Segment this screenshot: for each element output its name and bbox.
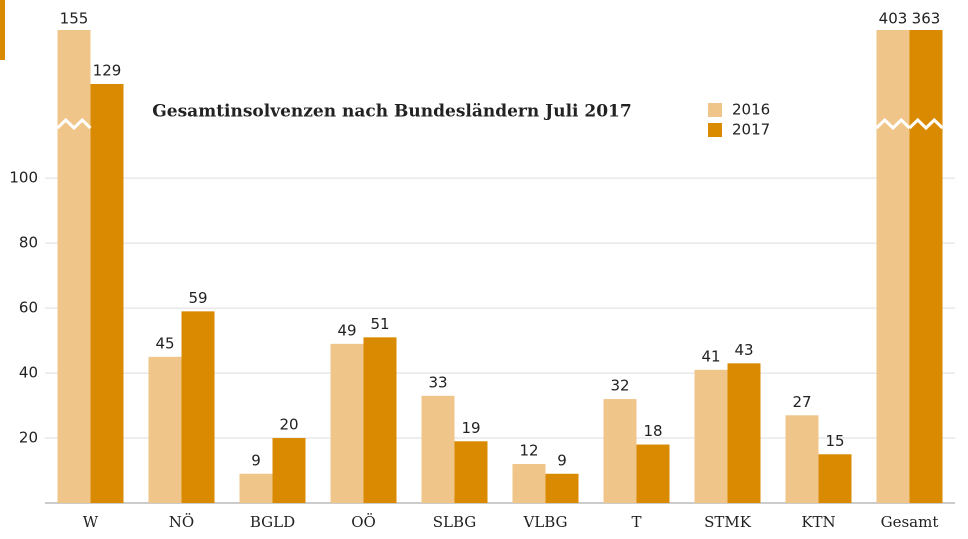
x-tick-label: OÖ <box>351 513 376 531</box>
bar <box>785 415 819 503</box>
value-label: 15 <box>825 432 844 450</box>
x-tick-label: SLBG <box>433 513 477 531</box>
bar <box>818 454 852 503</box>
value-label: 155 <box>60 10 89 28</box>
value-label: 33 <box>428 373 447 391</box>
bar <box>57 30 91 503</box>
y-tick-label: 60 <box>19 299 38 317</box>
chart-title: Gesamtinsolvenzen nach Bundesländern Jul… <box>152 102 631 122</box>
bar <box>545 473 579 503</box>
y-tick-label: 20 <box>19 429 38 447</box>
x-tick-label: KTN <box>801 513 835 531</box>
bar <box>421 395 455 503</box>
value-label: 49 <box>337 321 356 339</box>
value-label: 41 <box>701 347 720 365</box>
bar <box>727 363 761 503</box>
value-label: 9 <box>557 451 567 469</box>
bar <box>454 441 488 503</box>
value-label: 363 <box>912 10 941 28</box>
x-tick-label: BGLD <box>250 513 295 531</box>
x-tick-label: Gesamt <box>881 513 939 531</box>
value-label: 403 <box>879 10 908 28</box>
y-tick-label: 80 <box>19 234 38 252</box>
bar <box>181 311 215 503</box>
x-tick-label: STMK <box>704 513 752 531</box>
bar <box>272 438 306 503</box>
bar <box>330 343 364 503</box>
bar <box>512 464 546 503</box>
value-label: 27 <box>792 393 811 411</box>
value-label: 20 <box>279 416 298 434</box>
y-tick-label: 100 <box>9 169 38 187</box>
value-label: 129 <box>93 61 122 79</box>
bar <box>603 399 637 503</box>
x-tick-label: W <box>83 513 99 531</box>
axis-break <box>56 117 92 131</box>
x-tick-label: VLBG <box>522 513 567 531</box>
value-label: 45 <box>155 334 174 352</box>
legend-swatch <box>708 123 722 137</box>
axis-break <box>875 117 911 131</box>
bar <box>694 369 728 503</box>
bar <box>90 83 124 503</box>
bar <box>876 30 910 503</box>
y-tick-label: 40 <box>19 364 38 382</box>
bar <box>148 356 182 503</box>
legend-label: 2016 <box>732 101 770 119</box>
value-label: 43 <box>734 341 753 359</box>
accent <box>0 0 5 60</box>
legend-label: 2017 <box>732 121 770 139</box>
value-label: 19 <box>461 419 480 437</box>
axis-break <box>908 117 944 131</box>
value-label: 32 <box>610 377 629 395</box>
value-label: 9 <box>251 451 261 469</box>
bar <box>239 473 273 503</box>
legend-swatch <box>708 103 722 117</box>
value-label: 12 <box>519 442 538 460</box>
x-tick-label: T <box>631 513 641 531</box>
value-label: 51 <box>370 315 389 333</box>
bar <box>363 337 397 503</box>
x-tick-label: NÖ <box>169 513 194 531</box>
bar <box>636 444 670 503</box>
value-label: 18 <box>643 422 662 440</box>
value-label: 59 <box>188 289 207 307</box>
bar <box>909 30 943 503</box>
